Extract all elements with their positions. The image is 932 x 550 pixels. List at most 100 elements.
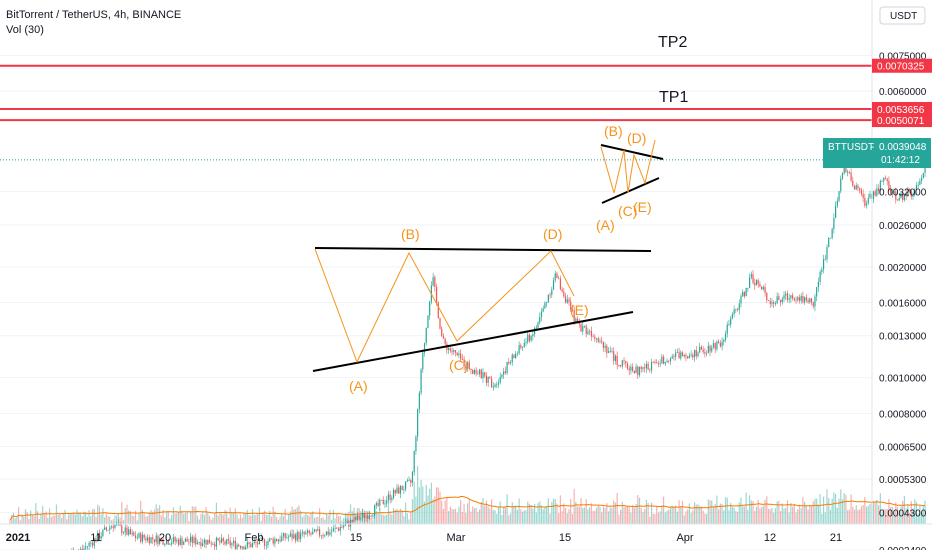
current-price-countdown: 01:42:12: [881, 155, 920, 166]
volume-indicator-label[interactable]: Vol (30): [6, 24, 44, 36]
volume-bar: [487, 506, 489, 524]
volume-bar: [496, 513, 498, 524]
candle-body: [442, 336, 445, 339]
volume-bar: [618, 514, 620, 524]
volume-bar: [129, 510, 131, 524]
tp1-label: TP1: [659, 89, 688, 106]
volume-bar: [535, 512, 537, 524]
candle-body: [389, 494, 391, 500]
candle-body: [100, 536, 102, 539]
candle-body: [761, 286, 763, 290]
candle-body: [276, 538, 278, 542]
currency-button[interactable]: USDT: [879, 6, 926, 25]
time-tick-label: 20: [159, 532, 171, 544]
volume-bar: [55, 504, 58, 524]
volume-bar: [762, 505, 764, 524]
candle-body: [403, 489, 405, 491]
volume-bar: [879, 493, 881, 524]
target-price-badge: [872, 113, 932, 128]
volume-bar: [289, 511, 291, 524]
candle-body: [465, 366, 467, 369]
volume-bar: [853, 509, 856, 524]
candle-body: [303, 531, 305, 535]
candle-body: [881, 181, 883, 182]
volume-bar: [736, 511, 739, 524]
volume-bar: [745, 492, 747, 524]
volume-bar: [420, 479, 422, 524]
candle-body: [663, 356, 665, 364]
symbol-title[interactable]: BitTorrent / TetherUS, 4h, BINANCE: [6, 9, 182, 21]
candle-body: [435, 286, 438, 303]
candle-body: [487, 376, 489, 383]
candle-body: [910, 191, 912, 197]
candle-body: [601, 340, 603, 342]
volume-bar: [630, 512, 632, 524]
volume-bar: [783, 508, 785, 524]
volume-bar: [126, 504, 128, 524]
candle-body: [633, 370, 635, 373]
candle-body: [590, 330, 592, 337]
candle-body: [817, 281, 819, 288]
candle-body: [853, 185, 856, 190]
volume-bar: [294, 509, 297, 524]
candle-body: [513, 354, 515, 358]
volume-bar: [300, 510, 302, 524]
candle-body: [723, 339, 725, 342]
volume-bar: [306, 514, 309, 524]
candle-body: [683, 355, 685, 357]
volume-bar: [453, 509, 455, 524]
volume-bar: [575, 501, 577, 524]
volume-bar: [644, 509, 646, 524]
candle-body: [193, 537, 195, 543]
candle-body: [821, 269, 823, 272]
candle-body: [322, 535, 324, 537]
candle-body: [174, 537, 176, 542]
volume-bar: [327, 515, 329, 524]
candle-body: [482, 372, 484, 379]
candle-body: [609, 351, 611, 352]
candle-body: [324, 535, 326, 537]
volume-bar: [380, 514, 383, 524]
candle-body: [530, 336, 532, 341]
volume-bar: [497, 506, 500, 524]
volume-bar: [785, 507, 787, 524]
candle-body: [349, 519, 352, 527]
candle-body: [448, 348, 450, 351]
candle-body: [200, 542, 202, 546]
volume-bar: [456, 512, 458, 524]
candle-body: [220, 538, 223, 543]
volume-bar: [743, 506, 746, 524]
candle-body: [645, 363, 647, 369]
candle-body: [883, 177, 885, 182]
time-axis[interactable]: 2021 11 20 Feb 15 Mar 15 Apr 12 21: [6, 532, 842, 544]
candle-body: [317, 529, 319, 531]
candle-body: [384, 503, 386, 505]
candle-body: [766, 293, 768, 301]
candle-body: [262, 537, 264, 540]
volume-bar: [339, 516, 341, 524]
volume-bar: [234, 508, 236, 524]
price-axis[interactable]: 0.0075000 0.0060000 0.0032000 0.0026000 0.00…: [879, 51, 927, 550]
volume-bar: [616, 493, 618, 524]
volume-bar: [556, 503, 558, 524]
volume-bar: [133, 516, 135, 524]
candle-body: [730, 318, 732, 325]
volume-bar: [807, 509, 809, 524]
volume-bar: [136, 520, 138, 524]
volume-bar: [731, 506, 733, 524]
wave-label-small-c: (C): [618, 203, 637, 219]
volume-bar: [284, 508, 286, 524]
volume-bar: [444, 500, 446, 524]
volume-bar: [183, 513, 185, 524]
candle-body: [721, 341, 723, 347]
candle-body: [831, 229, 833, 238]
volume-moving-average-line: [9, 496, 926, 521]
volume-bar: [227, 518, 230, 524]
volume-bar: [582, 507, 584, 524]
candle-body: [97, 532, 99, 542]
volume-bar: [652, 513, 654, 524]
candle-body: [774, 303, 776, 305]
candle-body: [141, 534, 144, 542]
volume-bar: [24, 509, 27, 524]
